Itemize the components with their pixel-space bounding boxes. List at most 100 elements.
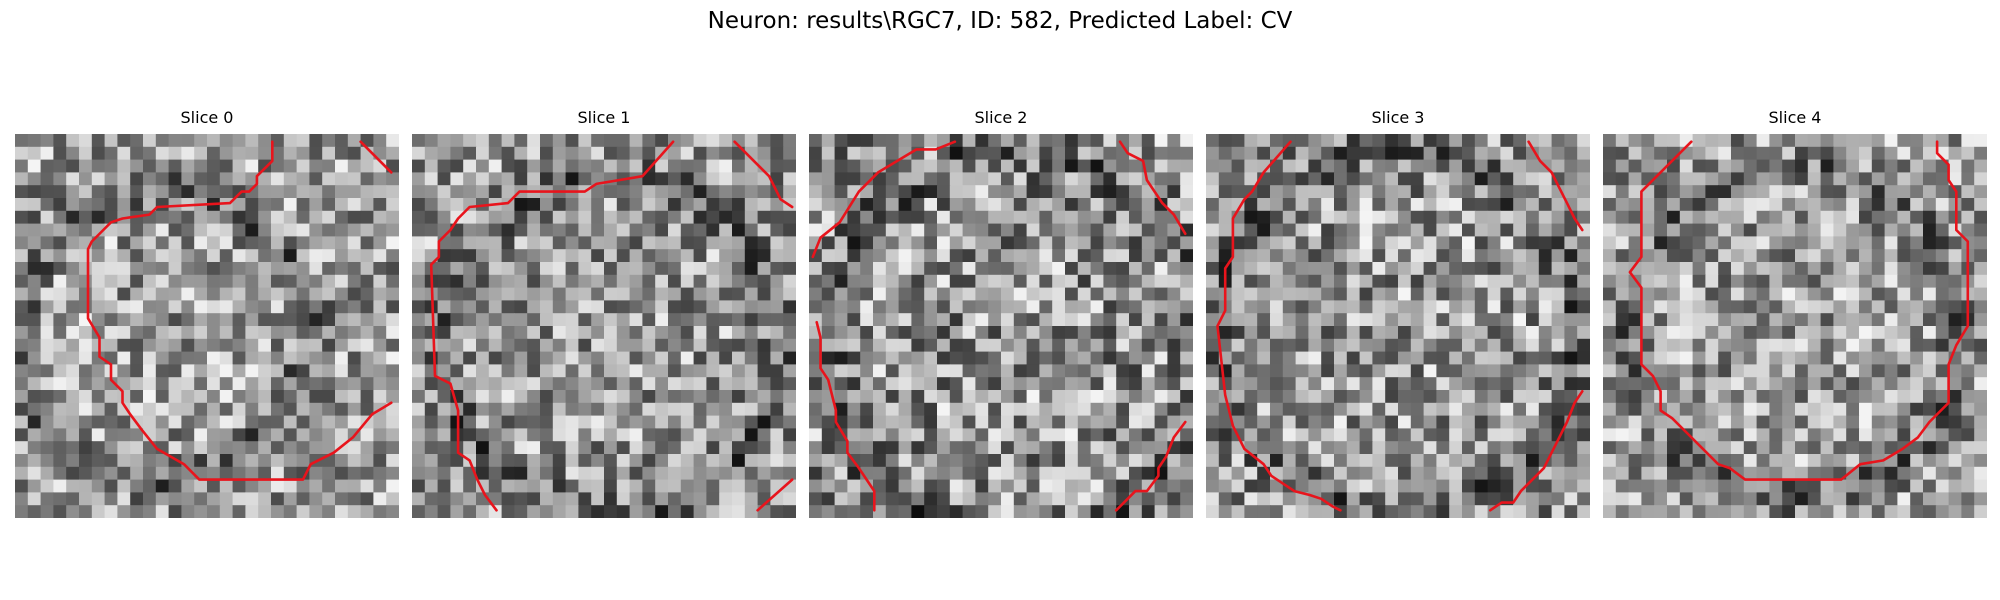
image-pixel	[1090, 159, 1104, 173]
image-pixel	[501, 466, 515, 481]
image-pixel	[424, 479, 439, 493]
image-pixel	[629, 236, 643, 250]
image-pixel	[245, 146, 259, 161]
image-pixel	[1346, 479, 1361, 493]
image-pixel	[143, 236, 157, 250]
image-pixel	[1308, 377, 1322, 391]
image-pixel	[1795, 441, 1809, 455]
image-pixel	[898, 198, 912, 212]
image-pixel	[463, 287, 477, 301]
image-pixel	[1321, 364, 1335, 378]
image-pixel	[860, 313, 874, 327]
image-pixel	[655, 210, 669, 225]
image-pixel	[194, 159, 208, 173]
image-pixel	[1334, 351, 1348, 365]
image-pixel	[1039, 172, 1053, 186]
image-pixel	[1090, 274, 1104, 289]
image-pixel	[1500, 146, 1514, 161]
image-pixel	[1167, 505, 1181, 518]
grayscale-pixel-grid	[15, 134, 399, 518]
image-pixel	[821, 402, 836, 417]
image-pixel	[1551, 172, 1565, 186]
image-pixel	[1001, 223, 1015, 237]
image-pixel	[1270, 198, 1284, 212]
image-pixel	[1257, 274, 1271, 289]
image-pixel	[219, 466, 234, 481]
image-pixel	[412, 351, 426, 365]
image-pixel	[1820, 492, 1834, 506]
image-pixel	[66, 454, 80, 468]
image-pixel	[309, 274, 323, 289]
image-pixel	[1321, 287, 1335, 301]
image-pixel	[27, 402, 42, 417]
image-pixel	[15, 492, 29, 506]
image-pixel	[1180, 146, 1193, 161]
image-pixel	[1577, 159, 1590, 173]
image-pixel	[424, 492, 439, 506]
image-pixel	[1449, 172, 1463, 186]
image-pixel	[1564, 274, 1578, 289]
image-pixel	[1487, 326, 1501, 340]
image-pixel	[1769, 466, 1783, 481]
image-pixel	[1974, 364, 1987, 378]
image-pixel	[386, 236, 399, 250]
image-pixel	[604, 262, 618, 276]
image-pixel	[1257, 351, 1271, 365]
image-pixel	[373, 274, 387, 289]
image-pixel	[1001, 492, 1015, 506]
image-pixel	[1001, 146, 1015, 161]
image-pixel	[873, 146, 887, 161]
image-pixel	[1948, 415, 1962, 429]
image-pixel	[309, 287, 323, 301]
image-pixel	[335, 326, 349, 340]
image-pixel	[1884, 287, 1898, 301]
image-pixel	[245, 172, 259, 186]
image-pixel	[373, 249, 387, 263]
image-pixel	[117, 364, 131, 378]
image-pixel	[834, 390, 848, 404]
image-pixel	[91, 505, 106, 518]
image-pixel	[1065, 505, 1079, 518]
image-pixel	[181, 172, 195, 186]
image-pixel	[540, 466, 554, 481]
image-pixel	[1820, 326, 1834, 340]
image-pixel	[335, 249, 349, 263]
image-pixel	[1910, 313, 1924, 327]
image-pixel	[219, 338, 234, 353]
image-pixel	[1129, 326, 1143, 340]
image-pixel	[1474, 262, 1489, 276]
image-pixel	[629, 313, 643, 327]
image-pixel	[1180, 313, 1193, 327]
image-pixel	[949, 223, 964, 237]
image-pixel	[1718, 172, 1732, 186]
image-pixel	[1218, 172, 1233, 186]
image-pixel	[1743, 466, 1758, 481]
image-pixel	[347, 274, 362, 289]
image-pixel	[347, 236, 362, 250]
image-pixel	[1782, 466, 1796, 481]
image-pixel	[53, 249, 67, 263]
image-pixel	[937, 402, 951, 417]
image-pixel	[194, 505, 208, 518]
image-pixel	[591, 428, 605, 442]
image-pixel	[937, 159, 951, 173]
image-pixel	[373, 351, 387, 365]
image-pixel	[347, 466, 362, 481]
image-pixel	[642, 172, 656, 186]
image-pixel	[296, 441, 310, 455]
image-pixel	[296, 134, 310, 148]
image-pixel	[591, 351, 605, 365]
image-pixel	[693, 185, 707, 199]
image-pixel	[1308, 210, 1322, 225]
image-pixel	[1718, 377, 1732, 391]
image-pixel	[463, 313, 477, 327]
image-pixel	[1013, 377, 1028, 391]
image-pixel	[1564, 159, 1578, 173]
image-pixel	[1782, 172, 1796, 186]
image-pixel	[437, 210, 451, 225]
image-pixel	[1487, 172, 1501, 186]
image-pixel	[1436, 287, 1450, 301]
image-pixel	[578, 326, 592, 340]
image-pixel	[1257, 454, 1271, 468]
image-pixel	[821, 274, 836, 289]
